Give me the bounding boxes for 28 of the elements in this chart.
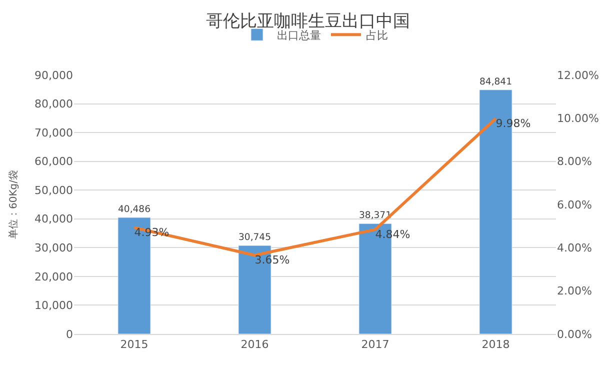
y2-tick-label: 10.00% [557, 112, 599, 126]
y-tick-label: 30,000 [34, 242, 73, 255]
y-tick-label: 0 [66, 328, 73, 341]
y2-tick-label: 12.00% [557, 68, 599, 82]
x-tick-label: 2015 [120, 338, 148, 352]
legend-label: 占比 [366, 28, 388, 42]
y2-tick-label: 4.00% [557, 242, 592, 255]
y-tick-label: 10,000 [34, 299, 73, 312]
y-tick-label: 40,000 [34, 212, 73, 226]
y2-tick-label: 0.00% [557, 328, 592, 341]
y-tick-label: 50,000 [34, 184, 73, 197]
x-tick-label: 2016 [240, 338, 269, 352]
data-label: 30,745 [238, 232, 272, 243]
legend-label: 出口总量 [277, 28, 321, 42]
data-label: 4.93% [134, 226, 170, 239]
y-axis-title: 单位：60Kg/袋 [8, 170, 20, 239]
y2-tick-label: 8.00% [557, 155, 592, 168]
data-label: 40,486 [118, 204, 151, 215]
y-tick-label: 70,000 [34, 126, 73, 140]
x-tick-label: 2017 [361, 338, 390, 352]
y-tick-label: 80,000 [34, 98, 73, 111]
y-tick-label: 90,000 [34, 68, 73, 82]
y2-tick-label: 2.00% [557, 284, 592, 298]
data-label: 84,841 [480, 76, 512, 88]
x-tick-label: 2018 [482, 338, 510, 352]
y-tick-label: 20,000 [34, 270, 73, 284]
y-tick-label: 60,000 [34, 155, 73, 168]
y2-tick-label: 6.00% [557, 198, 592, 212]
